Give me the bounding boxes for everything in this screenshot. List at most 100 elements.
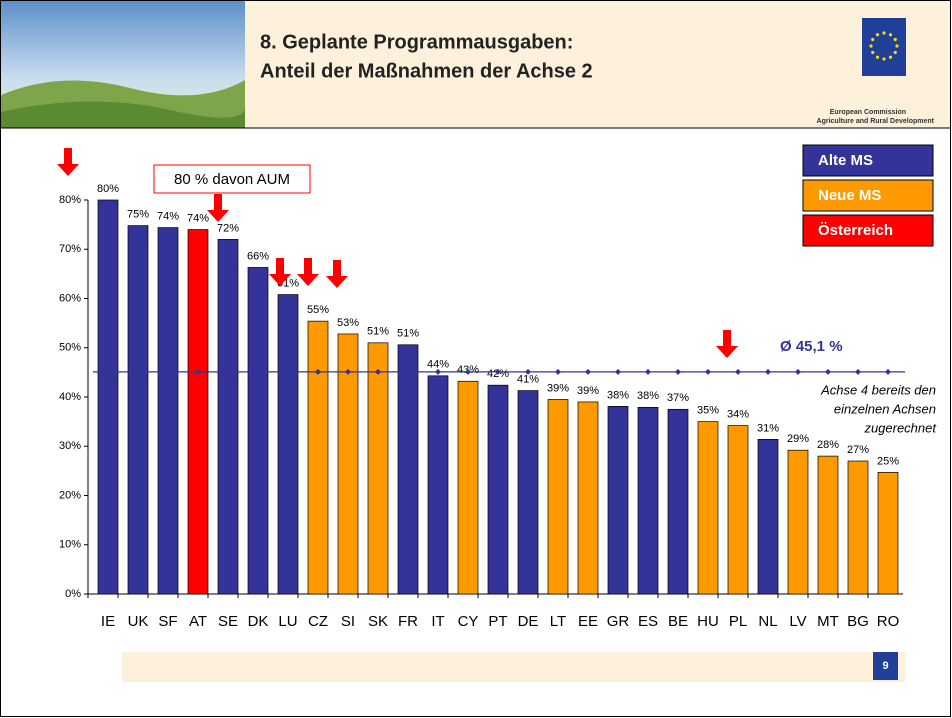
star [893,37,897,42]
page-number-box [873,652,898,680]
arrow [297,258,319,286]
value-label: 31% [757,422,779,434]
average-marker [255,368,261,375]
x-tick-label: RO [877,613,900,630]
bar [457,380,479,595]
value-label: 66% [247,250,269,262]
bar [817,455,839,595]
y-tick-label: 20% [59,489,81,501]
star [882,57,886,61]
value-label: 28% [817,439,839,451]
star [869,44,873,48]
average-marker [195,368,201,375]
bar [577,401,599,595]
x-tick-label: AT [189,613,207,630]
x-tick-label: DK [248,613,269,630]
average-marker [855,368,861,375]
average-marker [885,368,891,375]
average-marker [765,368,771,375]
star [888,33,893,37]
x-tick-label: PT [488,613,507,630]
bar [367,342,389,595]
bar [127,225,149,595]
value-label: 41% [517,374,539,386]
average-marker [465,368,471,375]
average-marker [705,368,711,375]
bar [697,421,719,595]
hill [1,101,246,128]
bar [847,460,869,595]
star [871,37,875,42]
x-tick-label: DE [518,613,539,630]
average-marker [675,368,681,375]
average-marker [105,368,111,375]
page-number: 9 [882,660,888,672]
star [888,55,893,59]
logo-text: Agriculture and Rural Development [817,118,935,125]
x-tick-label: SI [341,613,355,630]
star [882,31,886,35]
bar [157,227,179,595]
eu-flag [862,18,906,76]
value-label: 34% [727,408,749,420]
average-marker [795,368,801,375]
bar [877,472,899,595]
average-marker [135,368,141,375]
value-label: 38% [637,390,659,402]
star [871,50,875,55]
y-tick-label: 70% [59,243,81,255]
value-label: 75% [127,209,149,221]
bar [427,375,449,595]
annotation: 80 % davon AUM [174,171,290,188]
x-tick-label: FR [398,613,418,630]
average-marker [585,368,591,375]
average-marker [225,368,231,375]
header-band [245,1,950,128]
bar [607,406,629,595]
bar [787,449,809,595]
value-label: 55% [307,304,329,316]
x-tick-label: HU [697,613,719,630]
legend-label: Österreich [818,222,893,239]
arrow [716,330,738,358]
value-label: 39% [577,385,599,397]
arrow [57,148,79,176]
bar [547,399,569,595]
value-label: 44% [427,359,449,371]
legend-box [802,144,934,177]
x-tick-label: EE [578,613,598,630]
bar [277,294,299,595]
bar [187,229,209,595]
note: zugerechnet [863,420,937,435]
value-label: 38% [607,389,629,401]
value-label: 74% [157,210,179,222]
legend-label: Neue MS [818,187,881,204]
value-label: 27% [847,444,869,456]
arrows [57,148,738,358]
value-label: 51% [367,326,389,338]
y-tick-label: 30% [59,440,81,452]
bar [397,344,419,595]
chart: 0% 10% 20% 30% 40% 50% 60% 70% 80% 80% IE 75% UK 74% S… [59,144,937,630]
average-marker [555,368,561,375]
bar [757,439,779,595]
value-label: 37% [667,392,689,404]
x-tick-label: LU [278,613,297,630]
x-tick-label: UK [128,613,149,630]
value-label: 74% [187,212,209,224]
x-tick-label: ES [638,613,658,630]
x-tick-label: NL [758,613,777,630]
x-tick-label: CZ [308,613,328,630]
value-label: 35% [697,405,719,417]
average-marker [165,368,171,375]
bar [337,333,359,595]
average-marker [645,368,651,375]
average-marker [525,368,531,375]
bar [517,390,539,595]
bar [247,267,269,595]
y-tick-label: 60% [59,292,81,304]
arrow [207,194,229,222]
bar [637,406,659,595]
x-tick-label: PL [729,613,747,630]
